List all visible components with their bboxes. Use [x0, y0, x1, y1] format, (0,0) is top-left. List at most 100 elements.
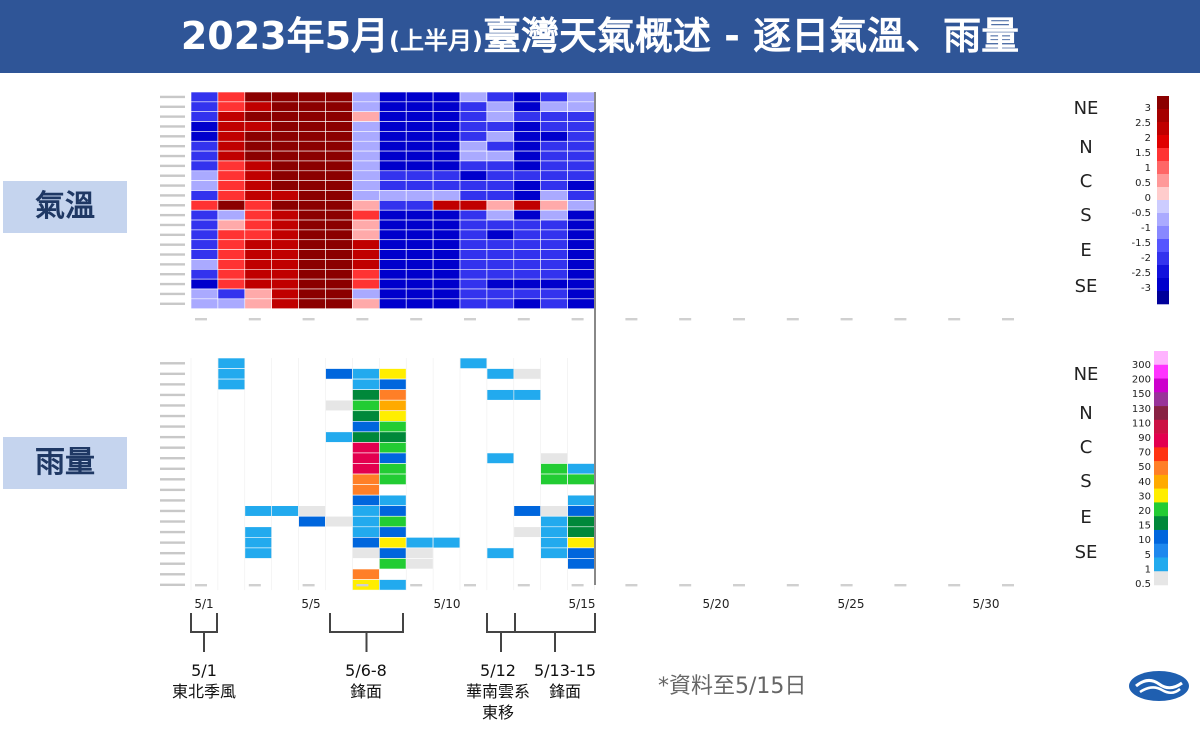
temp-cell	[486, 111, 515, 122]
temp-cell	[567, 268, 595, 280]
temp-cell	[298, 121, 326, 132]
rain-colorbar-swatch	[1154, 378, 1168, 393]
temp-cell	[540, 190, 568, 201]
rain-cell	[513, 505, 541, 517]
temp-cell	[298, 150, 326, 162]
temp-cell	[513, 150, 541, 162]
event-desc: 華南雲系	[465, 682, 531, 701]
temp-colorbar-swatch	[1157, 96, 1169, 110]
temp-cell	[459, 170, 488, 181]
temp-cell	[378, 249, 407, 260]
temp-cell	[405, 131, 434, 142]
rain-cell	[298, 505, 326, 517]
temp-cell	[540, 140, 568, 152]
temp-cell	[567, 229, 595, 241]
temp-cell	[405, 278, 434, 290]
temp-cell	[244, 160, 273, 172]
temp-cell	[352, 101, 380, 112]
rain-cell	[352, 463, 380, 475]
faint-date-mark	[410, 584, 423, 587]
temp-cell	[567, 180, 595, 191]
temp-cell	[325, 249, 353, 260]
temp-cell	[459, 239, 488, 250]
faint-date-mark	[786, 584, 799, 587]
temp-cell	[325, 259, 353, 270]
temp-cell	[540, 150, 568, 162]
rain-cell	[352, 442, 380, 454]
temp-cell	[513, 140, 541, 152]
temp-cell	[190, 101, 219, 112]
faint-date-mark	[786, 318, 799, 321]
temp-colorbar-swatch	[1157, 200, 1169, 214]
temp-cell	[352, 190, 380, 201]
faint-date-mark	[517, 318, 530, 321]
temp-cell	[244, 140, 273, 152]
temp-cell	[325, 200, 353, 211]
rain-colorbar-tick: 10	[1138, 535, 1151, 546]
temp-cell	[540, 219, 568, 231]
temp-cell	[540, 180, 568, 191]
rain-cell	[540, 547, 568, 559]
temp-cell	[432, 101, 461, 112]
temp-cell	[405, 170, 434, 181]
temp-cell	[405, 288, 434, 300]
temp-cell	[513, 209, 541, 221]
rain-colorbar-swatch	[1154, 557, 1168, 572]
temp-cell	[405, 101, 434, 112]
temp-cell	[190, 219, 219, 231]
faint-date-mark	[302, 318, 315, 321]
temp-cell	[405, 259, 434, 270]
temp-cell	[298, 91, 326, 103]
temp-cell	[567, 239, 595, 250]
station-name-mark	[160, 393, 185, 397]
temp-cell	[190, 229, 219, 241]
temp-colorbar-swatch	[1157, 187, 1169, 201]
temp-cell	[567, 140, 595, 152]
temp-cell	[486, 180, 515, 191]
rain-colorbar-tick: 15	[1138, 521, 1151, 532]
temp-cell	[459, 180, 488, 191]
temp-cell	[298, 140, 326, 152]
temp-cell	[459, 121, 488, 132]
rain-colorbar-tick: 30	[1138, 491, 1151, 502]
event-5-6-8: 5/6-8 鋒面	[345, 660, 387, 702]
temp-cell	[567, 150, 595, 162]
temp-cell	[378, 91, 407, 103]
temp-cell	[271, 190, 299, 201]
temp-cell	[540, 249, 568, 260]
rain-cell	[352, 410, 380, 422]
faint-date-mark	[195, 318, 207, 321]
rain-cell	[378, 494, 407, 506]
rain-cell	[244, 547, 273, 559]
rain-cell	[352, 431, 380, 443]
event-bracket	[486, 613, 516, 633]
temp-cell	[271, 160, 299, 172]
temp-cell	[540, 200, 568, 211]
rain-region-ne: NE	[1073, 364, 1099, 385]
faint-date-mark	[679, 584, 692, 587]
temp-cell	[244, 229, 273, 241]
temp-cell	[298, 180, 326, 191]
temp-cell	[352, 239, 380, 250]
rain-cell	[217, 357, 246, 369]
faint-date-mark	[733, 318, 745, 321]
temp-cell	[513, 121, 541, 132]
temp-colorbar-swatch	[1157, 252, 1169, 266]
temp-cell	[432, 190, 461, 201]
temp-cell	[217, 288, 246, 300]
temp-colorbar-swatch	[1157, 239, 1169, 253]
rain-cell	[513, 526, 541, 538]
x-tick: 5/15	[568, 597, 596, 611]
temp-colorbar-tick: 1	[1145, 163, 1151, 174]
temp-label: 氣溫	[3, 181, 127, 233]
rain-colorbar-swatch	[1154, 529, 1168, 545]
temp-cell	[352, 229, 380, 241]
rain-cell	[567, 526, 595, 538]
temp-cell	[217, 259, 246, 270]
temp-cell	[352, 209, 380, 221]
temp-cell	[378, 259, 407, 270]
temp-cell	[298, 229, 326, 241]
temp-colorbar-tick: 0	[1145, 193, 1151, 204]
temp-cell	[405, 209, 434, 221]
temp-cell	[325, 160, 353, 172]
